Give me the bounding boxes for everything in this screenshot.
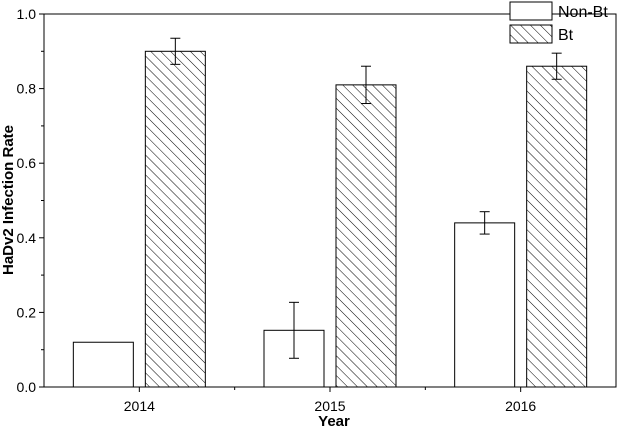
bar-non-bt: [72, 341, 134, 388]
y-tick-label: 0.2: [17, 304, 37, 320]
x-axis-title: Year: [318, 413, 350, 429]
bars: [72, 37, 588, 388]
y-axis-title: HaDv2 Infection Rate: [0, 125, 17, 275]
bar-bt: [526, 65, 588, 388]
y-axis-ticks: 0.0 0.2 0.4 0.6 0.8 1.0: [17, 6, 44, 395]
x-tick-label: 2015: [314, 398, 345, 414]
y-tick-label: 0.0: [17, 379, 37, 395]
y-tick-label: 0.4: [17, 230, 37, 246]
bar-non-bt: [454, 222, 516, 388]
x-tick-label: 2014: [124, 398, 155, 414]
y-tick-label: 0.8: [17, 81, 37, 97]
legend: Non-Bt Bt: [509, 1, 608, 44]
x-tick-label: 2016: [505, 398, 536, 414]
y-tick-label: 0.6: [17, 155, 37, 171]
legend-swatch-bt: [509, 24, 553, 44]
y-tick-label: 1.0: [17, 6, 37, 22]
bar-bt: [335, 84, 397, 388]
x-axis-ticks: 2014 2015 2016: [124, 387, 536, 414]
legend-label-non-bt: Non-Bt: [558, 4, 608, 21]
legend-swatch-non-bt: [509, 1, 553, 21]
legend-label-bt: Bt: [558, 27, 574, 44]
bar-bt: [144, 50, 206, 388]
